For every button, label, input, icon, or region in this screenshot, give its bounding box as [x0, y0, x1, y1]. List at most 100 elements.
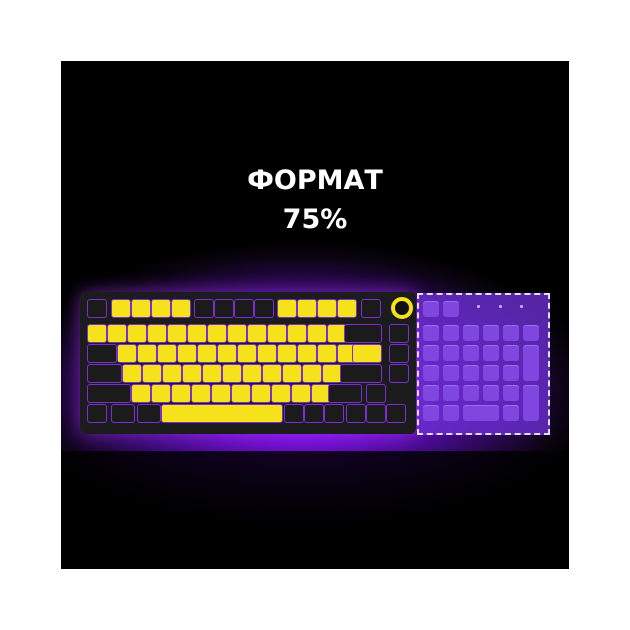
numpad-keycap-ghost	[483, 325, 499, 341]
keycap-yellow	[338, 345, 356, 362]
keycap-black	[255, 300, 273, 317]
numpad-keycap-ghost	[523, 345, 539, 381]
volume-knob	[391, 297, 413, 319]
missing-numpad-outline	[417, 293, 550, 435]
keycap-black	[390, 325, 408, 342]
keycap-yellow	[223, 365, 241, 382]
keycap-yellow	[318, 345, 336, 362]
keycap-yellow	[243, 365, 261, 382]
keycap-yellow	[132, 385, 150, 402]
keycap-black	[195, 300, 213, 317]
keycap-yellow	[148, 325, 166, 342]
numpad-keycap-ghost	[463, 325, 479, 341]
keycap-black	[285, 405, 303, 422]
numpad-keycap-ghost	[503, 325, 519, 341]
numpad-keycap-ghost	[483, 345, 499, 361]
numpad-keycap-ghost	[503, 345, 519, 361]
keycap-yellow	[183, 365, 201, 382]
numpad-keycap-ghost	[423, 325, 439, 341]
numpad-keycap-ghost	[463, 365, 479, 381]
keycap-yellow	[292, 385, 310, 402]
keycap-black	[88, 405, 106, 422]
keycap-black	[341, 365, 381, 382]
keycap-yellow	[128, 325, 146, 342]
numpad-keycap-ghost	[443, 405, 459, 421]
keycap-yellow	[158, 345, 176, 362]
keycap-yellow	[118, 345, 136, 362]
numpad-keycap-ghost	[423, 385, 439, 401]
keycap-yellow	[228, 325, 246, 342]
indicator-led	[520, 305, 523, 308]
numpad-keycap-ghost	[443, 301, 459, 317]
keycap-yellow	[252, 385, 270, 402]
keycap-yellow	[188, 325, 206, 342]
keycap-black	[88, 345, 116, 362]
keycap-yellow	[238, 345, 256, 362]
keycap-black	[305, 405, 323, 422]
keycap-black	[88, 300, 106, 317]
numpad-keycap-ghost	[423, 301, 439, 317]
keycap-yellow	[192, 385, 210, 402]
keycap-yellow	[152, 300, 170, 317]
keycap-black	[112, 405, 134, 422]
keycap-black	[347, 405, 365, 422]
keycap-yellow	[108, 325, 126, 342]
numpad-keycap-ghost	[463, 385, 479, 401]
numpad-keycap-ghost	[443, 385, 459, 401]
keycap-yellow	[268, 325, 286, 342]
keycap-yellow	[248, 325, 266, 342]
keycap-yellow	[298, 345, 316, 362]
numpad-keycap-ghost	[423, 345, 439, 361]
keycap-black	[88, 385, 130, 402]
keycap-yellow	[298, 300, 316, 317]
keycap-yellow	[303, 365, 321, 382]
keycap-yellow	[123, 365, 141, 382]
numpad-keycap-ghost	[483, 385, 499, 401]
keycap-yellow	[288, 325, 306, 342]
numpad-keycap-ghost	[503, 365, 519, 381]
keycap-black	[88, 365, 121, 382]
keycap-yellow	[163, 365, 181, 382]
keycap-yellow	[258, 345, 276, 362]
keycap-black	[235, 300, 253, 317]
numpad-keycap-ghost	[423, 405, 439, 421]
headline-format: ФОРМАТ	[247, 165, 383, 196]
numpad-keycap-ghost	[523, 385, 539, 421]
keycap-yellow	[318, 300, 336, 317]
numpad-keycap-ghost	[423, 365, 439, 381]
keycap-yellow	[353, 345, 381, 362]
keycap-yellow	[338, 300, 356, 317]
numpad-keycap-ghost	[443, 345, 459, 361]
keycap-black	[367, 405, 385, 422]
keycap-yellow	[308, 325, 326, 342]
keycap-yellow	[172, 385, 190, 402]
keycap-yellow	[143, 365, 161, 382]
indicator-led	[499, 305, 502, 308]
indicator-led	[477, 305, 480, 308]
product-banner: ФОРМАТ 75%	[61, 61, 569, 569]
keycap-yellow	[323, 365, 341, 382]
keycap-black	[329, 385, 361, 402]
keycap-yellow	[208, 325, 226, 342]
keycap-yellow	[88, 325, 106, 342]
keycap-yellow	[178, 345, 196, 362]
keycap-black	[362, 300, 380, 317]
keycap-yellow	[278, 345, 296, 362]
keycap-yellow	[198, 345, 216, 362]
numpad-keycap-ghost	[443, 365, 459, 381]
keycap-yellow	[312, 385, 330, 402]
numpad-keycap-ghost	[443, 325, 459, 341]
keycap-yellow	[263, 365, 281, 382]
keycap-yellow	[138, 345, 156, 362]
keycap-yellow	[152, 385, 170, 402]
keycap-yellow	[112, 300, 130, 317]
keycap-yellow	[203, 365, 221, 382]
keycap-black	[345, 325, 381, 342]
numpad-keycap-ghost	[463, 405, 499, 421]
keycap-black	[390, 365, 408, 382]
numpad-keycap-ghost	[483, 365, 499, 381]
numpad-keycap-ghost	[523, 325, 539, 341]
numpad-keycap-ghost	[503, 385, 519, 401]
numpad-keycap-ghost	[463, 345, 479, 361]
